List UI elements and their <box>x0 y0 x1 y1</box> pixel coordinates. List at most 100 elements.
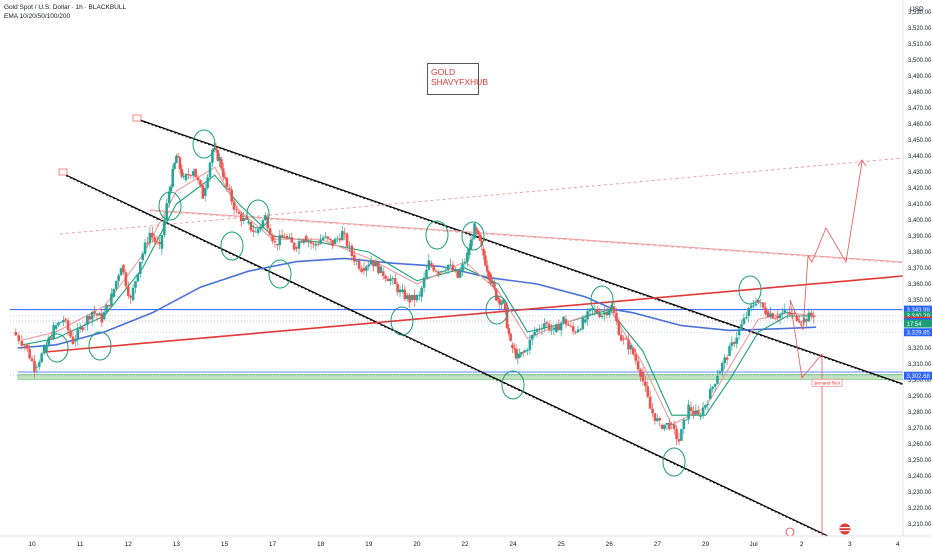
candle-up <box>459 271 462 278</box>
candle-down <box>413 295 416 300</box>
candle-up <box>355 261 358 262</box>
candle-down <box>122 265 125 273</box>
candle-up <box>79 327 82 329</box>
candle-up <box>428 260 431 269</box>
candle-up <box>769 313 772 317</box>
candle-down <box>484 255 487 265</box>
x-tick-label: 19 <box>365 541 373 548</box>
candle-up <box>579 329 582 330</box>
x-tick-label: 27 <box>654 541 662 548</box>
x-tick-label: 2 <box>800 541 804 548</box>
watermark-box: GOLD SHAVYFXHUB <box>427 63 479 95</box>
candle-up <box>735 337 738 343</box>
candle-up <box>288 237 291 238</box>
y-tick-label: 3,240.00 <box>908 474 932 480</box>
candle-up <box>716 376 719 384</box>
candle-down <box>651 409 654 413</box>
candle-up <box>711 387 714 389</box>
y-tick-label: 3,260.00 <box>908 442 932 448</box>
candle-down <box>625 339 628 340</box>
candle-up <box>444 270 447 271</box>
candle-down <box>343 233 346 234</box>
y-tick-label: 3,350.00 <box>908 298 932 304</box>
candle-down <box>497 297 500 300</box>
candle-down <box>360 269 363 272</box>
candle-down <box>26 345 29 349</box>
candle-down <box>475 228 478 230</box>
candle-up <box>663 425 666 429</box>
candle-up <box>334 239 337 244</box>
candle-down <box>177 156 180 158</box>
candle-up <box>278 235 281 245</box>
candle-down <box>675 429 678 439</box>
candle-up <box>536 329 539 332</box>
y-tick-label: 3,380.00 <box>908 250 932 256</box>
x-tick-label: 22 <box>461 541 469 548</box>
candle-up <box>440 271 443 272</box>
candle-up <box>779 314 782 318</box>
candle-up <box>750 305 753 308</box>
candle-up <box>529 340 532 350</box>
candle-up <box>182 176 185 177</box>
candle-up <box>555 324 558 332</box>
candle-up <box>137 274 140 281</box>
candle-up <box>375 262 378 266</box>
candle-up <box>52 325 55 338</box>
candle-down <box>31 359 34 361</box>
candle-down <box>18 335 21 341</box>
candle-down <box>776 316 779 318</box>
countdown-text: 17:54 <box>907 322 923 328</box>
candle-down <box>812 316 815 318</box>
candle-up <box>170 187 173 191</box>
y-tick-label: 3,500.00 <box>908 58 932 64</box>
candle-down <box>513 348 516 349</box>
candle-down <box>269 228 272 235</box>
y-tick-label: 3,310.00 <box>908 362 932 368</box>
candle-down <box>432 265 435 270</box>
candle-up <box>723 357 726 363</box>
candle-up <box>449 265 452 266</box>
candle-up <box>84 325 87 326</box>
us-flag-stripe <box>840 527 850 528</box>
candle-up <box>745 317 748 318</box>
candle-down <box>545 322 548 323</box>
candle-up <box>468 249 471 255</box>
candle-down <box>508 328 511 333</box>
candle-up <box>401 290 404 292</box>
candle-down <box>93 311 96 313</box>
candle-up <box>685 419 688 420</box>
candle-up <box>206 177 209 188</box>
candle-down <box>762 302 765 307</box>
candle-up <box>680 429 683 441</box>
candle-up <box>721 363 724 371</box>
candle-up <box>254 232 257 233</box>
candle-up <box>740 324 743 329</box>
candle-up <box>420 288 423 297</box>
x-tick-label: 25 <box>558 541 566 548</box>
candle-up <box>98 313 101 315</box>
candle-down <box>511 345 514 348</box>
channel-anchor-marker <box>59 169 67 175</box>
x-tick-label: 17 <box>269 541 277 548</box>
candle-down <box>771 313 774 318</box>
candle-up <box>161 235 164 249</box>
candle-up <box>425 270 428 278</box>
candle-down <box>697 410 700 414</box>
candle-up <box>808 313 811 322</box>
candle-down <box>305 236 308 242</box>
y-tick-label: 3,390.00 <box>908 234 932 240</box>
candle-up <box>38 362 41 367</box>
candle-down <box>479 234 482 240</box>
candle-down <box>194 169 197 177</box>
candle-up <box>743 318 746 324</box>
candle-up <box>781 313 784 315</box>
candle-down <box>634 354 637 360</box>
candle-up <box>550 330 553 331</box>
candle-down <box>567 324 570 325</box>
candle-up <box>656 418 659 421</box>
candle-up <box>324 237 327 238</box>
x-tick-label: 10 <box>28 541 36 548</box>
candle-up <box>336 238 339 239</box>
candle-down <box>197 177 200 180</box>
